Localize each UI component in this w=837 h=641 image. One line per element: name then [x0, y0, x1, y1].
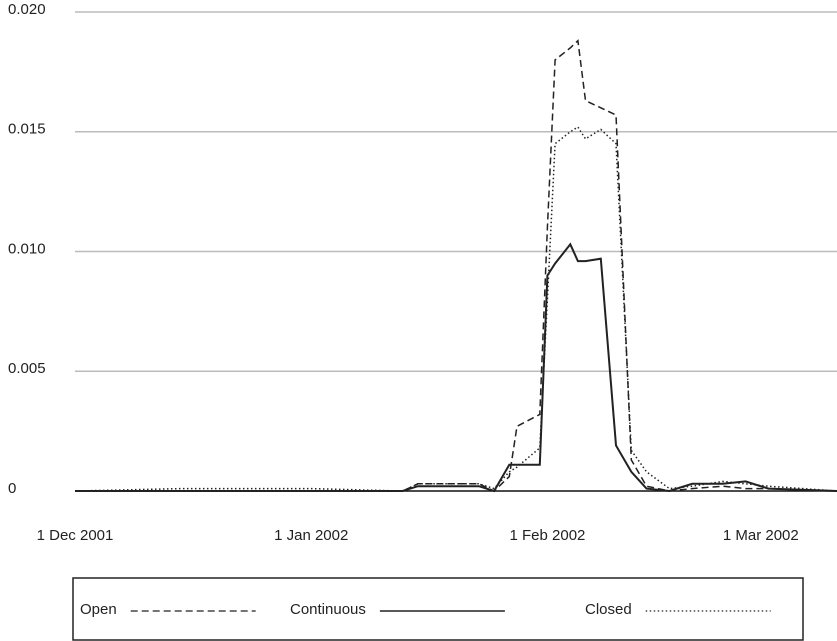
y-tick-label: 0.010 — [8, 240, 46, 257]
legend-label: Continuous — [290, 601, 366, 618]
series-line — [75, 242, 837, 493]
series-line — [75, 39, 837, 492]
y-tick-label: 0.005 — [8, 360, 46, 377]
x-tick-label: 1 Mar 2002 — [723, 527, 799, 544]
legend-label: Closed — [585, 601, 632, 618]
series-line — [74, 125, 837, 492]
x-tick-label: 1 Dec 2001 — [37, 527, 114, 544]
y-tick-label: 0.015 — [8, 121, 46, 138]
x-tick-label: 1 Jan 2002 — [274, 527, 348, 544]
y-tick-label: 0 — [8, 480, 16, 497]
legend-box — [72, 577, 804, 641]
y-tick-label: 0.020 — [8, 1, 46, 18]
x-tick-label: 1 Feb 2002 — [509, 527, 585, 544]
legend-label: Open — [80, 601, 117, 618]
